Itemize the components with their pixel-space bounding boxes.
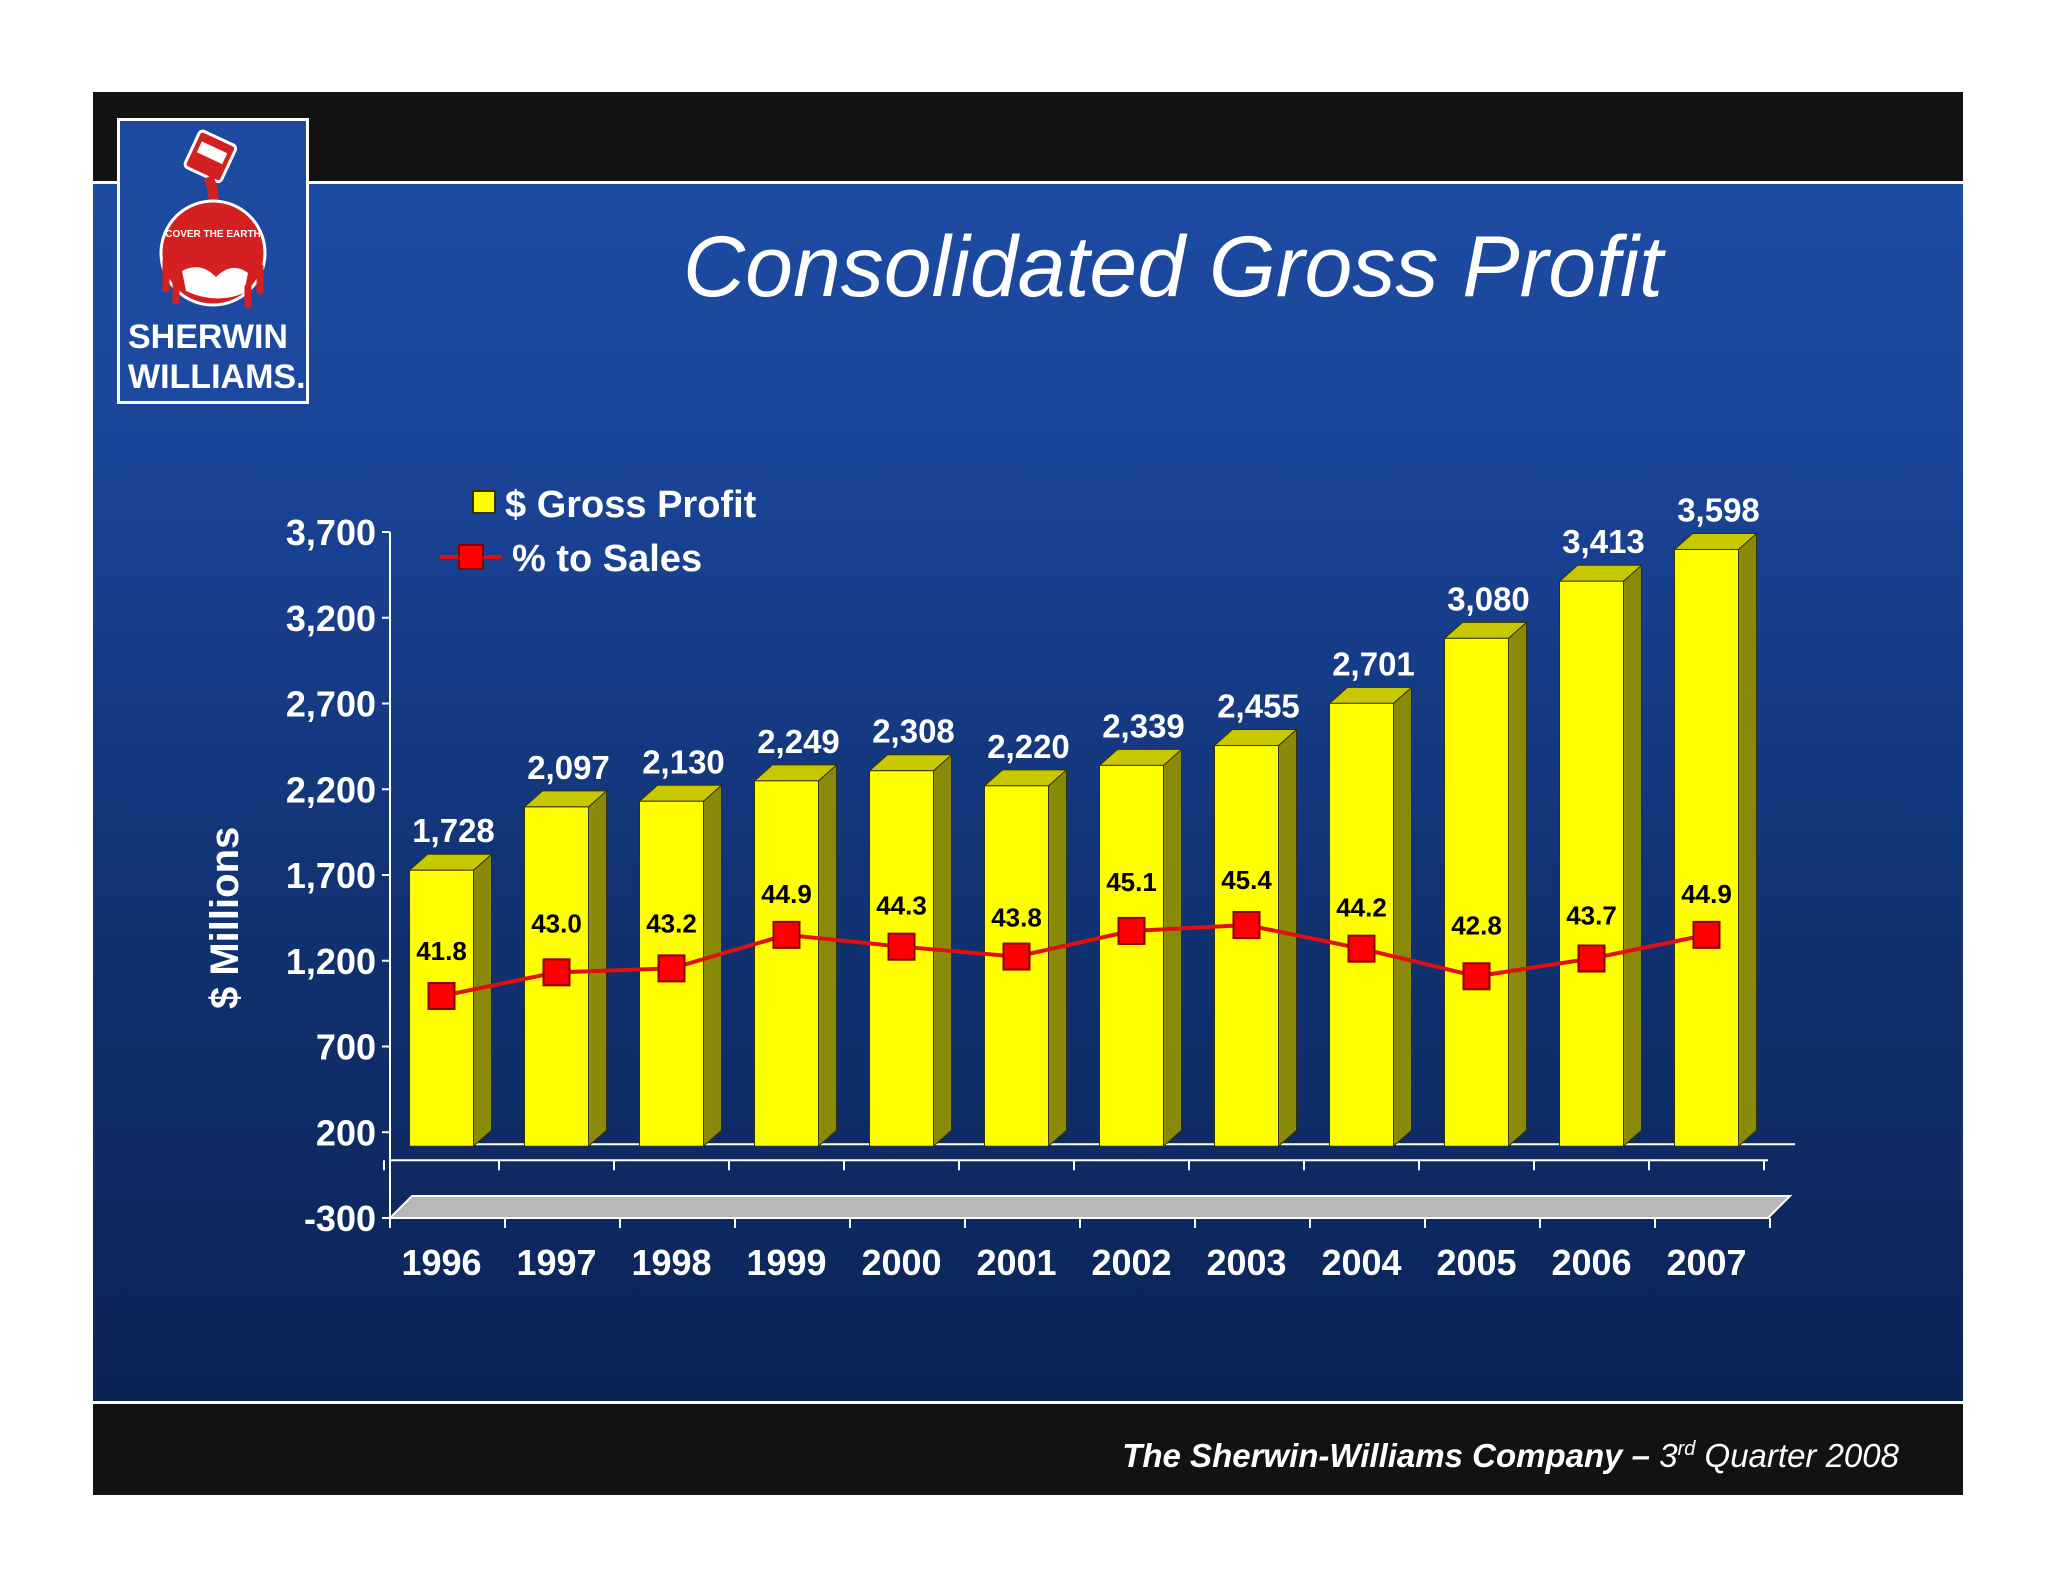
bar-value-label: 2,339: [1102, 707, 1185, 744]
bar-side: [1738, 532, 1757, 1148]
pct-marker: [1002, 942, 1031, 971]
x-tick-label: 2000: [861, 1242, 941, 1283]
pct-marker: [427, 982, 456, 1010]
legend-marker-swatch: [458, 544, 484, 570]
bar-value-label: 3,413: [1562, 523, 1645, 560]
logo-slogan: COVER THE EARTH: [165, 229, 261, 240]
pct-value-label: 43.2: [646, 908, 697, 938]
x-tick-label: 2002: [1091, 1242, 1171, 1283]
bar-value-label: 2,097: [527, 749, 610, 786]
gross-profit-bar: [1674, 548, 1739, 1147]
top-bar: [93, 92, 1963, 184]
pct-marker: [542, 958, 571, 987]
x-tick-label: 2006: [1551, 1242, 1631, 1283]
x-tick-label: 2007: [1666, 1242, 1746, 1283]
bar-side: [1508, 621, 1527, 1148]
gross-profit-bar: [1329, 702, 1394, 1147]
y-tick-label: 1,700: [286, 855, 376, 896]
page-title: Consolidated Gross Profit: [683, 219, 1663, 315]
pct-marker: [1577, 944, 1606, 973]
pct-marker: [1117, 916, 1146, 945]
pct-marker: [1692, 920, 1721, 949]
x-tick-label: 1998: [631, 1242, 711, 1283]
pct-marker: [772, 920, 801, 949]
pct-value-label: 43.0: [531, 908, 582, 938]
pct-value-label: 41.8: [416, 936, 467, 966]
gross-profit-bar: [1214, 745, 1279, 1147]
pct-value-label: 44.9: [761, 879, 812, 909]
pct-value-label: 43.8: [991, 903, 1042, 933]
footer-text: The Sherwin-Williams Company – 3rd Quart…: [1122, 1419, 1899, 1479]
gross-profit-bar: [754, 780, 819, 1147]
bar-side: [1623, 564, 1642, 1148]
paint-globe-icon: COVER THE EARTH: [159, 129, 267, 309]
x-tick-label: 1997: [516, 1242, 596, 1283]
y-tick-label: 2,700: [286, 684, 376, 725]
bar-value-label: 1,728: [412, 812, 495, 849]
pct-marker: [887, 932, 916, 961]
bar-side: [1393, 686, 1412, 1148]
bar-value-label: 2,220: [987, 728, 1070, 765]
pct-value-label: 42.8: [1451, 910, 1502, 940]
pct-marker: [1347, 934, 1376, 963]
legend-label-gross-profit: $ Gross Profit: [505, 484, 757, 526]
pct-marker: [1232, 911, 1261, 939]
bar-side: [818, 763, 837, 1148]
y-tick-label: 700: [316, 1027, 376, 1068]
footer-quarter-suffix: rd: [1677, 1438, 1696, 1460]
footer-quarter-number: 3: [1659, 1437, 1678, 1474]
bar-value-label: 2,130: [642, 743, 725, 780]
chart-floor: [387, 1195, 1793, 1219]
bar-side: [703, 784, 722, 1148]
pct-value-label: 44.3: [876, 891, 927, 921]
gross-profit-bar: [1099, 764, 1164, 1147]
y-axis-title: $ Millions: [203, 827, 247, 1009]
pct-value-label: 44.2: [1336, 893, 1387, 923]
pct-value-label: 44.9: [1681, 879, 1732, 909]
x-tick-label: 2001: [976, 1242, 1056, 1283]
bar-value-label: 2,308: [872, 713, 955, 750]
footer-quarter-rest: Quarter 2008: [1704, 1437, 1899, 1474]
bar-side: [473, 853, 492, 1148]
bar-value-label: 2,455: [1217, 688, 1300, 725]
bar-side: [1278, 728, 1297, 1148]
bar-value-label: 2,249: [757, 723, 840, 760]
y-tick-label: 200: [316, 1112, 376, 1153]
legend-bar-swatch: [472, 490, 496, 514]
gross-profit-bar: [1559, 580, 1624, 1147]
pct-marker: [657, 954, 686, 983]
bottom-bar: [93, 1401, 1963, 1495]
bar-side: [588, 789, 607, 1148]
footer-company: The Sherwin-Williams Company –: [1122, 1437, 1651, 1474]
pct-marker: [1462, 962, 1491, 991]
slide-background: COVER THE EARTH SHERWIN WILLIAMS. Consol…: [93, 92, 1963, 1495]
gross-profit-bar: [1444, 637, 1509, 1147]
y-tick-label: 2,200: [286, 769, 376, 810]
x-tick-label: 1996: [401, 1242, 481, 1283]
y-tick-label: 3,200: [286, 598, 376, 639]
pct-value-label: 43.7: [1566, 901, 1617, 931]
y-tick-label: 3,700: [286, 512, 376, 553]
bar-value-label: 3,598: [1677, 491, 1760, 528]
logo-wordmark: SHERWIN WILLIAMS.: [120, 317, 306, 397]
sherwin-williams-logo: COVER THE EARTH SHERWIN WILLIAMS.: [117, 118, 309, 404]
pct-to-sales-line: [441, 922, 1707, 998]
x-tick-label: 1999: [746, 1242, 826, 1283]
pct-value-label: 45.1: [1106, 867, 1157, 897]
pct-value-label: 45.4: [1221, 865, 1272, 895]
y-tick-label: 1,200: [286, 941, 376, 982]
bar-side: [1163, 748, 1182, 1148]
legend-label-pct-sales: % to Sales: [512, 538, 702, 580]
logo-line-2: WILLIAMS.: [128, 358, 306, 396]
x-tick-label: 2005: [1436, 1242, 1516, 1283]
logo-line-1: SHERWIN: [128, 318, 288, 356]
y-tick-label: -300: [304, 1198, 376, 1239]
bar-side: [1048, 768, 1067, 1148]
x-tick-label: 2003: [1206, 1242, 1286, 1283]
x-tick-label: 2004: [1321, 1242, 1401, 1283]
bar-value-label: 3,080: [1447, 580, 1530, 617]
bar-value-label: 2,701: [1332, 645, 1415, 682]
